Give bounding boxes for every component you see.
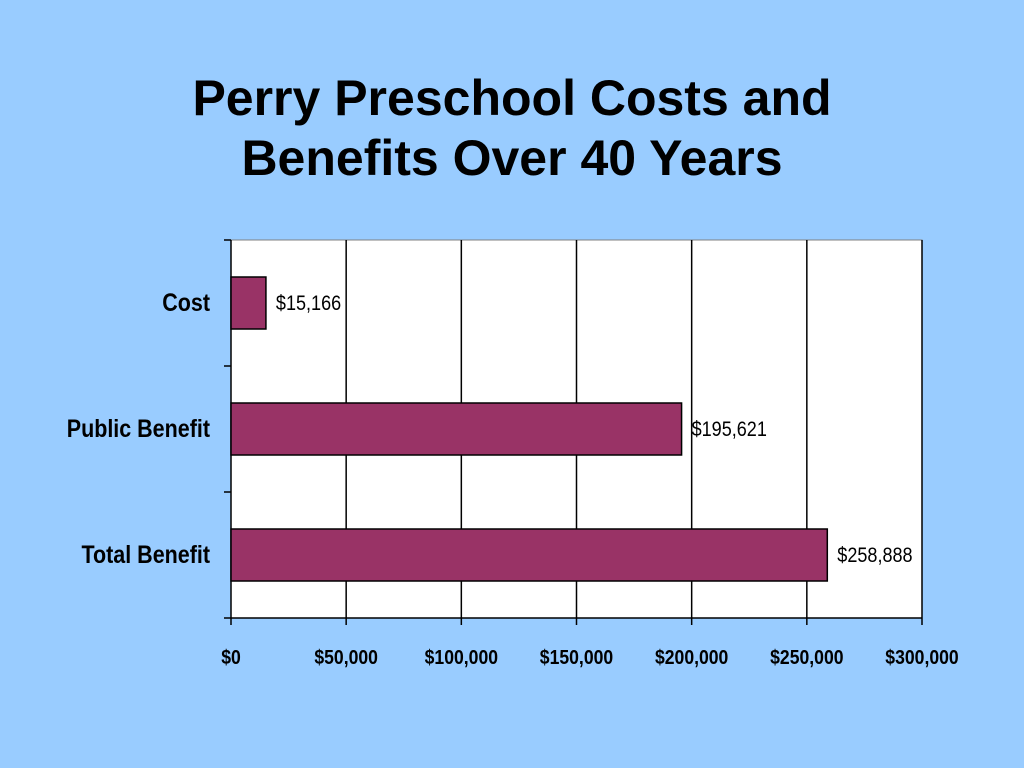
x-tick-label-1: $50,000 [314, 646, 378, 668]
title-line-1: Perry Preschool Costs and [192, 70, 832, 126]
x-tick-label-6: $300,000 [885, 646, 958, 668]
data-label-2: $258,888 [837, 544, 912, 568]
bar-1 [230, 402, 683, 456]
x-tick-label-0: $0 [221, 646, 241, 668]
category-label-2: Total Benefit [81, 540, 210, 568]
bar-0 [230, 276, 267, 330]
data-label-0: $15,166 [276, 292, 341, 316]
category-label-1: Public Benefit [67, 414, 210, 442]
x-tick-label-3: $150,000 [540, 646, 613, 668]
x-tick-label-2: $100,000 [425, 646, 498, 668]
bar-2 [230, 528, 829, 582]
slide-title: Perry Preschool Costs and Benefits Over … [0, 68, 1024, 188]
category-label-0: Cost [162, 288, 210, 316]
data-label-1: $195,621 [692, 418, 767, 442]
title-line-2: Benefits Over 40 Years [241, 130, 783, 186]
x-tick-label-5: $250,000 [770, 646, 843, 668]
x-tick-label-4: $200,000 [655, 646, 728, 668]
